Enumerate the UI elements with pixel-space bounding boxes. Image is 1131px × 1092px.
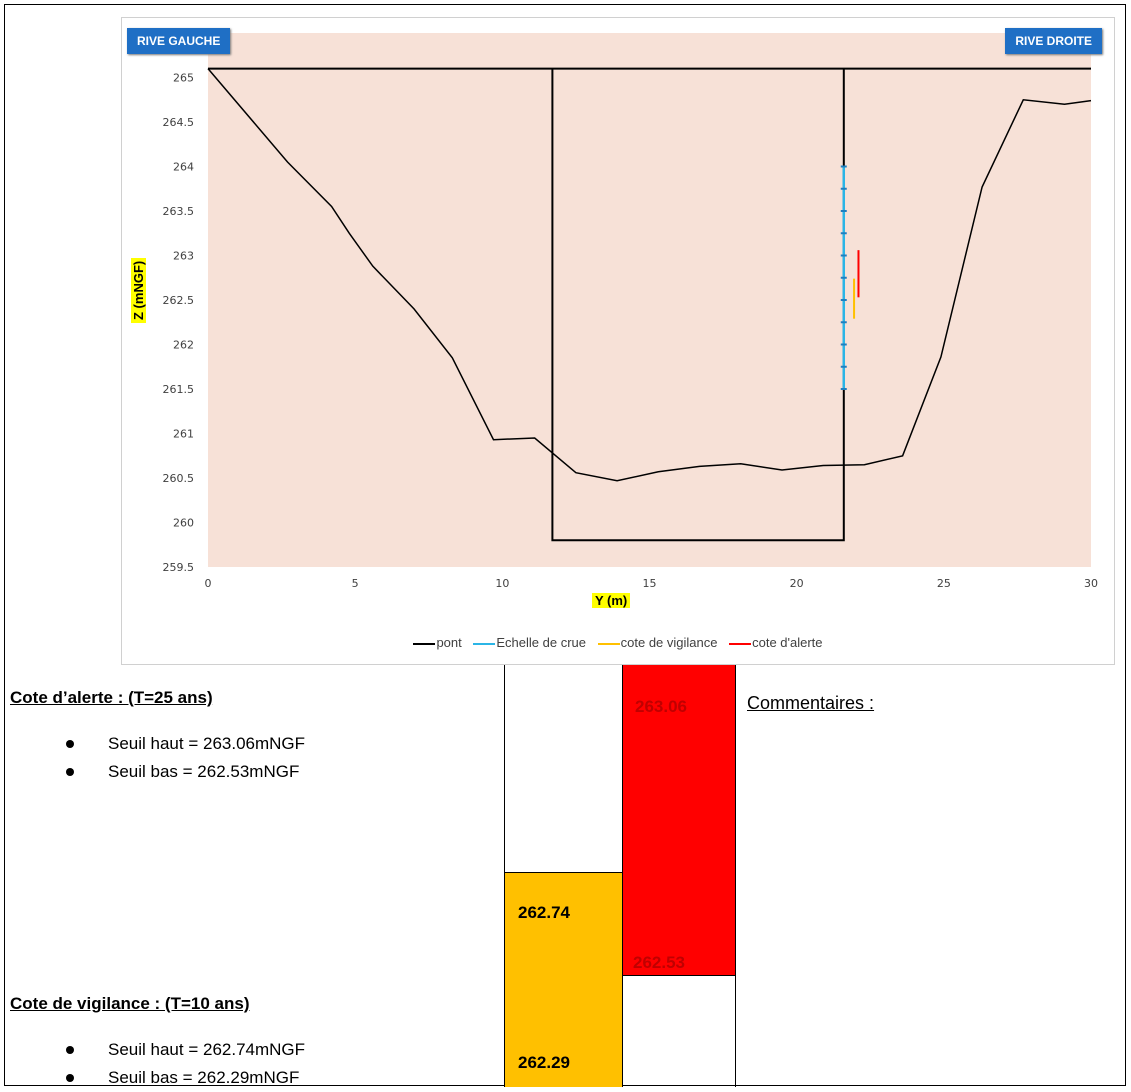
bullet-dot [66,768,74,776]
y-tick-label: 263.5 [163,205,195,218]
chart-legend: pont Echelle de crue cote de vigilance c… [122,635,1114,650]
rive-droite-label: RIVE DROITE [1005,28,1102,54]
x-tick-label: 5 [352,577,359,590]
alerte-item-high: Seuil haut = 263.06mNGF [66,730,305,758]
y-tick-label: 265 [173,72,194,85]
alerte-level-box: 263.06 262.53 [622,665,736,976]
y-tick-label: 262 [173,339,194,352]
x-tick-label: 25 [937,577,951,590]
legend-label-echelle: Echelle de crue [496,635,587,650]
bullet-dot [66,1074,74,1082]
bullet-dot [66,740,74,748]
chart-svg: 259.5 260 260.5 261 261.5 262 262.5 263 263.5 264… [163,33,1098,590]
series-terrain-profile [207,68,1092,482]
legend-label-alerte: cote d'alerte [752,635,823,650]
legend-label-vigilance: cote de vigilance [620,635,718,650]
vigilance-item-low-text: Seuil bas = 262.29mNGF [108,1068,300,1087]
legend-swatch-vigilance [597,642,620,645]
vigilance-level-box: 262.74 262.29 [504,872,623,1087]
y-tick-label: 263 [173,250,194,263]
y-tick-label: 259.5 [163,561,195,574]
plot-area [208,33,1091,567]
vigilance-item-high: Seuil haut = 262.74mNGF [66,1036,305,1064]
vigilance-title: Cote de vigilance : (T=10 ans) [10,994,250,1013]
vigilance-low-value: 262.29 [518,1053,570,1072]
alerte-item-high-text: Seuil haut = 263.06mNGF [108,734,306,753]
y-tick-label: 260.5 [163,472,195,485]
x-tick-label: 10 [495,577,509,590]
legend-item-pont: pont [413,635,462,650]
vigilance-item-low: Seuil bas = 262.29mNGF [66,1064,305,1092]
vigilance-high-value: 262.74 [518,903,570,922]
y-tick-label: 264 [173,161,194,174]
bullet-dot [66,1046,74,1054]
alerte-below-divider [622,976,623,1087]
vigilance-item-high-text: Seuil haut = 262.74mNGF [108,1040,306,1059]
alerte-title: Cote d’alerte : (T=25 ans) [10,688,213,707]
x-tick-label: 15 [643,577,657,590]
x-axis-label: Y (m) [592,593,631,608]
y-tick-label: 264.5 [163,116,195,129]
alerte-low-value: 262.53 [633,953,685,972]
comments-label: Commentaires : [747,693,875,713]
rive-gauche-label: RIVE GAUCHE [127,28,231,54]
legend-item-echelle: Echelle de crue [473,635,586,650]
legend-swatch-echelle [473,642,496,645]
vigilance-list: Seuil haut = 262.74mNGF Seuil bas = 262.… [66,1036,305,1092]
legend-item-vigilance: cote de vigilance [597,635,718,650]
alerte-list: Seuil haut = 263.06mNGF Seuil bas = 262.… [66,730,305,786]
legend-item-alerte: cote d'alerte [729,635,823,650]
legend-label-pont: pont [436,635,462,650]
legend-swatch-alerte [729,642,752,645]
alerte-item-low: Seuil bas = 262.53mNGF [66,758,305,786]
x-tick-label: 20 [790,577,804,590]
y-tick-label: 262.5 [163,294,195,307]
y-tick-label: 260 [173,517,194,530]
x-tick-label: 0 [205,577,212,590]
alerte-high-value: 263.06 [635,697,687,716]
legend-swatch-pont [413,642,436,645]
y-tick-label: 261 [173,428,194,441]
y-axis-label: Z (mNGF) [131,257,146,323]
y-tick-label: 261.5 [163,383,195,396]
alerte-item-low-text: Seuil bas = 262.53mNGF [108,762,300,781]
cross-section-chart: 259.5 260 260.5 261 261.5 262 262.5 263 263.5 264… [121,17,1115,665]
x-tick-label: 30 [1084,577,1098,590]
